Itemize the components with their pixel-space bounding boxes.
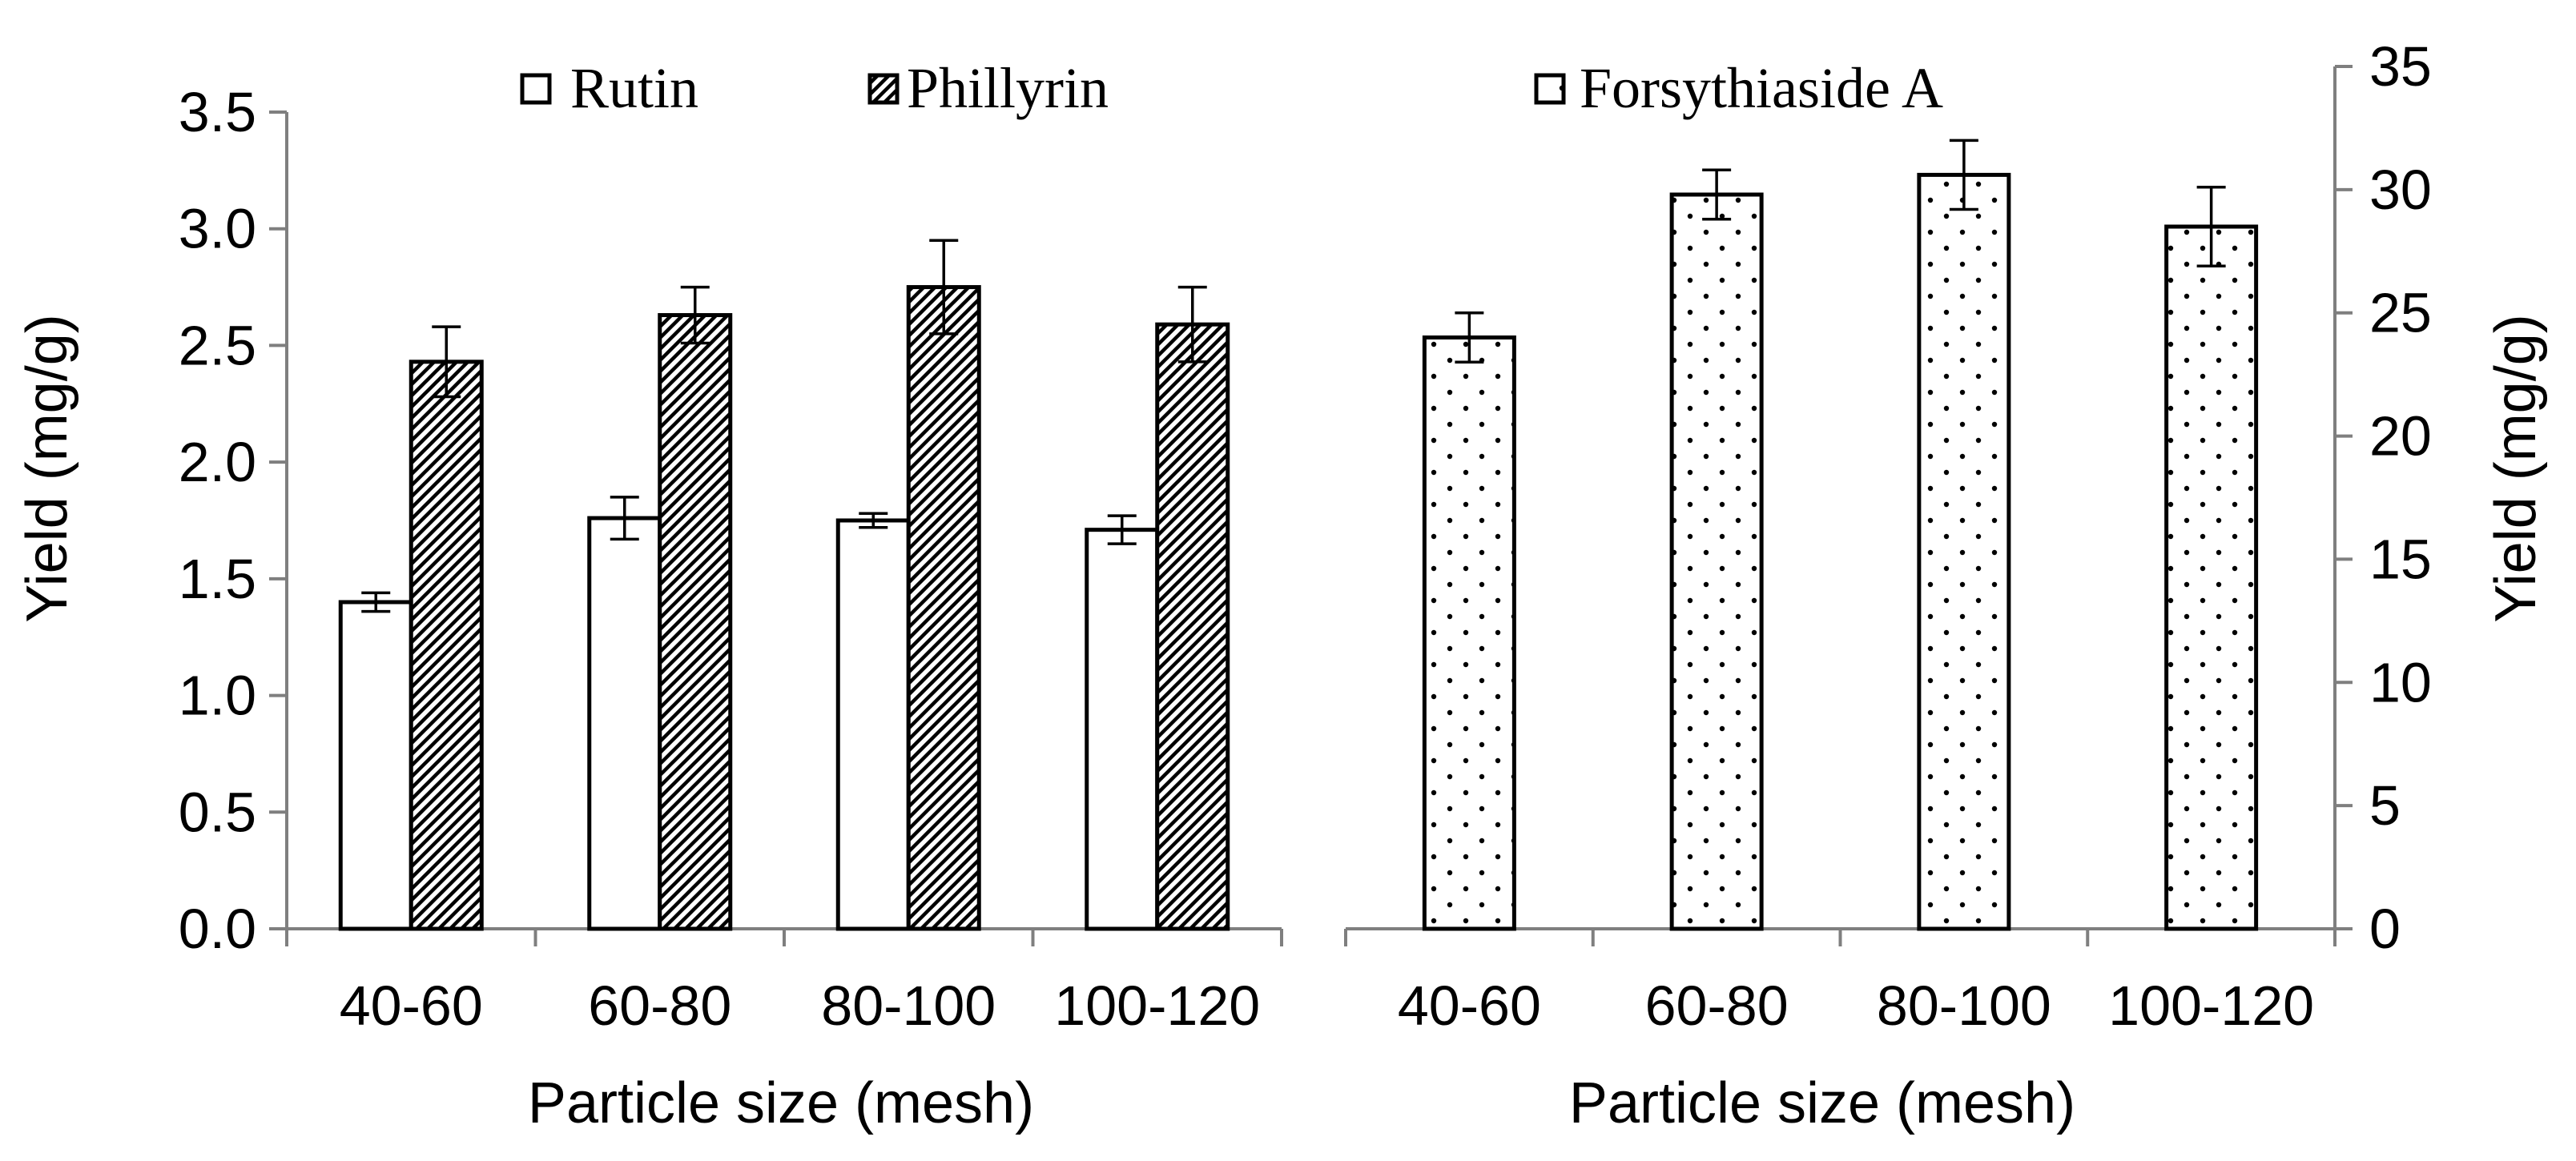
bar-rutin (587, 516, 662, 931)
y-tick-label: 2.0 (179, 431, 256, 493)
x-tick-label: 80-100 (821, 974, 996, 1037)
y-tick-label: 0.0 (179, 898, 256, 960)
x-tick-label: 80-100 (1877, 974, 2051, 1037)
bar-forsythiaside-a (1917, 172, 2011, 931)
y-tick-label: 15 (2369, 528, 2432, 590)
y-tick-label: 35 (2369, 35, 2432, 98)
left-x-axis-title: Particle size (mesh) (528, 1071, 1034, 1135)
bar-rutin (835, 518, 911, 931)
bar-phillyrin (658, 313, 733, 931)
y-tick-label: 20 (2369, 405, 2432, 468)
bar-forsythiaside-a (2164, 224, 2259, 931)
bar-phillyrin (1155, 322, 1230, 931)
y-tick-label: 30 (2369, 159, 2432, 221)
left-legend: Rutin Phillyrin (520, 56, 1109, 120)
bar-rutin (1085, 528, 1160, 931)
y-tick-label: 3.5 (179, 81, 256, 143)
legend-label-rutin: Rutin (570, 56, 698, 120)
x-tick-label: 40-60 (1398, 974, 1541, 1037)
y-tick-label: 10 (2369, 651, 2432, 713)
left-y-axis-title: Yield (mg/g) (15, 314, 79, 622)
right-x-axis-title: Particle size (mesh) (1569, 1071, 2075, 1135)
legend-label-forsythiaside-a: Forsythiaside A (1580, 56, 1943, 120)
right-y-axis-title: Yield (mg/g) (2484, 314, 2548, 622)
bar-forsythiaside-a (1422, 335, 1516, 931)
y-tick-label: 2.5 (179, 314, 256, 376)
y-tick-label: 5 (2369, 774, 2401, 837)
x-tick-label: 60-80 (588, 974, 731, 1037)
y-tick-label: 1.5 (179, 548, 256, 610)
bar-forsythiaside-a (1669, 192, 1764, 931)
legend-swatch-rutin (520, 73, 552, 105)
y-tick-label: 3.0 (179, 198, 256, 260)
x-tick-label: 60-80 (1645, 974, 1789, 1037)
legend-label-phillyrin: Phillyrin (907, 56, 1109, 120)
chart-right: Yield (mg/g) Particle size (mesh) Forsyt… (1344, 35, 2548, 1135)
y-tick-label: 0 (2369, 898, 2401, 960)
x-tick-label: 40-60 (340, 974, 483, 1037)
legend-swatch-phillyrin (867, 73, 900, 105)
y-tick-label: 1.0 (179, 665, 256, 727)
x-tick-label: 100-120 (2108, 974, 2314, 1037)
y-tick-label: 0.5 (179, 781, 256, 843)
bar-phillyrin (409, 360, 484, 931)
bar-rutin (338, 600, 413, 931)
legend-swatch-forsythiaside-a (1534, 73, 1566, 105)
bar-phillyrin (906, 285, 981, 931)
y-tick-label: 25 (2369, 282, 2432, 344)
chart-left: Yield (mg/g) Particle size (mesh) Rutin … (15, 56, 1283, 1135)
x-tick-label: 100-120 (1054, 974, 1260, 1037)
right-legend: Forsythiaside A (1534, 56, 1943, 120)
